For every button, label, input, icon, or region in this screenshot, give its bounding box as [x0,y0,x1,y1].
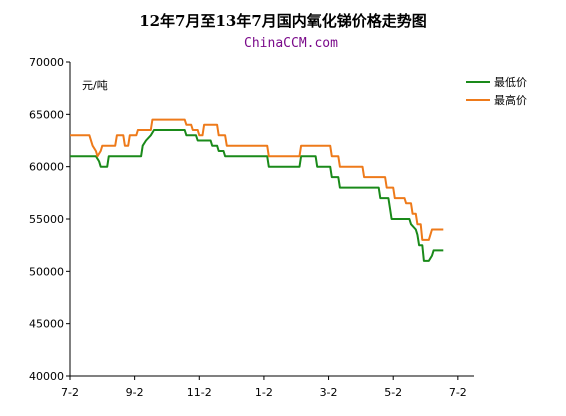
x-tick-label: 5-2 [384,386,402,399]
y-axis-ticks: 40000 45000 50000 55000 60000 65000 70000 [29,56,70,383]
y-tick-label: 65000 [29,108,64,121]
chart-title: 12年7月至13年7月国内氧化锑价格走势图 [139,12,427,30]
x-tick-label: 7-2 [449,386,467,399]
series-line-high [70,118,444,241]
x-tick-label: 9-2 [126,386,144,399]
plot-area: 40000 45000 50000 55000 60000 65000 70000 7-2 9… [29,56,474,399]
y-tick-label: 40000 [29,370,64,383]
y-tick-label: 45000 [29,318,64,331]
y-tick-label: 55000 [29,213,64,226]
series-layer [70,118,444,262]
unit-label: 元/吨 [82,79,108,92]
legend-label: 最高价 [494,93,527,107]
chart-subtitle: ChinaCCM.com [244,36,338,51]
x-tick-label: 3-2 [320,386,338,399]
x-tick-label: 11-2 [187,386,212,399]
x-tick-label: 1-2 [255,386,273,399]
series-line-low [70,129,444,262]
x-axis-ticks: 7-2 9-2 11-2 1-2 3-2 5-2 7-2 [61,376,467,399]
y-tick-label: 50000 [29,265,64,278]
y-tick-label: 60000 [29,161,64,174]
x-tick-label: 7-2 [61,386,79,399]
y-tick-label: 70000 [29,56,64,69]
legend-label: 最低价 [494,76,527,89]
